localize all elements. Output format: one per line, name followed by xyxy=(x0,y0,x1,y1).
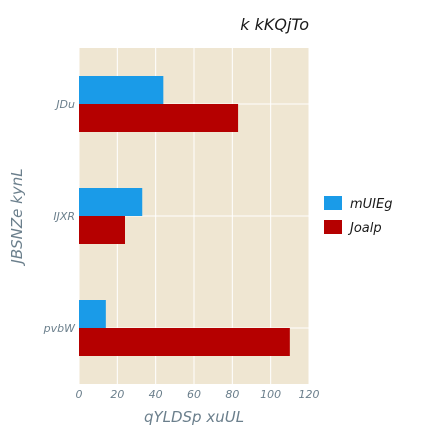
bar-mUIEg-JDu xyxy=(79,76,164,104)
x-ticks: 0 20 40 60 80 100 120 xyxy=(76,388,320,401)
bar-mUIEg-IJXR xyxy=(79,188,143,216)
y-tick-label: pvbW xyxy=(43,322,76,335)
bar-Joalp-pvbW xyxy=(79,328,290,356)
x-tick-label: 40 xyxy=(149,388,163,401)
legend-label: mUIEg xyxy=(350,197,392,212)
y-tick-label: JDu xyxy=(54,98,75,111)
legend-swatch-Joalp xyxy=(324,220,342,234)
y-tick-label: IJXR xyxy=(53,210,75,223)
x-tick-label: 60 xyxy=(187,388,201,401)
x-tick-label: 100 xyxy=(260,388,281,401)
bars xyxy=(79,76,290,356)
x-axis-label: qYLDSp xuUL xyxy=(144,408,244,426)
legend-swatch-mUIEg xyxy=(324,196,342,210)
bar-Joalp-JDu xyxy=(79,104,239,132)
legend: mUIEg Joalp xyxy=(324,196,392,236)
x-tick-label: 0 xyxy=(76,388,83,401)
x-tick-label: 80 xyxy=(225,388,239,401)
bar-mUIEg-pvbW xyxy=(79,300,106,328)
x-tick-label: 20 xyxy=(110,388,124,401)
bar-Joalp-IJXR xyxy=(79,216,125,244)
y-ticks: JDu IJXR pvbW xyxy=(43,98,76,335)
x-tick-label: 120 xyxy=(299,388,320,401)
chart-title: k kKQjTo xyxy=(240,15,309,34)
legend-label: Joalp xyxy=(347,221,382,236)
y-axis-label: JBSNZe kynL xyxy=(8,168,26,266)
